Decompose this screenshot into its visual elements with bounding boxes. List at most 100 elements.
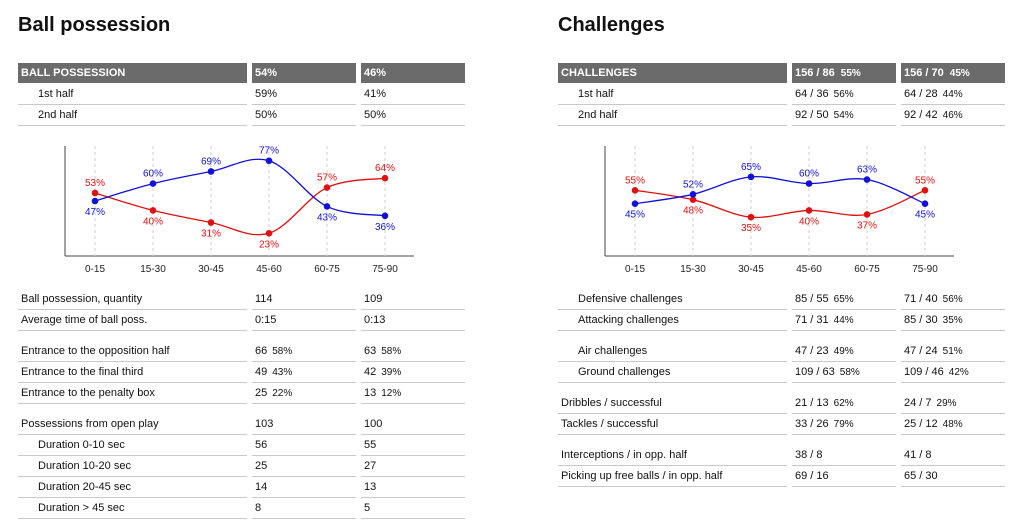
table-row: Tackles / successful 33 / 26 79% 25 / 12 48% <box>0 414 1024 435</box>
team2-value-text: 0:13 <box>364 314 386 326</box>
row-label-text: Defensive challenges <box>578 293 683 305</box>
table-row: 1st half 59% 41% <box>0 84 1024 105</box>
team2-pct: 39% <box>381 367 402 378</box>
data-label: 40% <box>799 216 819 227</box>
x-tick-label: 60-75 <box>854 264 880 275</box>
team1-value-text: 33 / 26 <box>795 418 829 430</box>
data-label: 69% <box>201 156 221 167</box>
team1-value: 8 <box>252 498 356 519</box>
team1-value: 114 <box>252 289 356 310</box>
team2-value-text: 27 <box>364 460 377 472</box>
row-label-text: Entrance to the penalty box <box>21 387 155 399</box>
row-label: Ground challenges <box>558 362 787 383</box>
team2-pct: 51% <box>942 346 963 357</box>
team2-value-text: 92 / 42 <box>904 109 938 121</box>
row-label-text: 1st half <box>38 88 74 100</box>
row-label: Duration 0-10 sec <box>18 435 247 456</box>
ball-possession-team2-total: 46% <box>361 63 465 83</box>
row-label-text: Average time of ball poss. <box>21 314 148 326</box>
data-label: 64% <box>375 163 395 174</box>
team2-value-text: 71 / 40 <box>904 293 938 305</box>
team1-pct: 43% <box>272 367 293 378</box>
data-label: 36% <box>375 222 395 233</box>
data-label: 47% <box>85 207 105 218</box>
team2-value-text: 55 <box>364 439 377 451</box>
data-point <box>323 184 331 191</box>
team1-value: 49 43% <box>252 362 356 383</box>
data-point <box>689 191 697 198</box>
team1-pct: 44% <box>833 315 854 326</box>
row-label: 2nd half <box>18 105 247 126</box>
data-point <box>381 212 389 220</box>
data-label: 40% <box>143 216 163 227</box>
team2-value-text: 41% <box>364 88 387 100</box>
team1-value: 47 / 23 49% <box>792 341 896 362</box>
row-label: Average time of ball poss. <box>18 310 247 331</box>
table-row: Duration 20-45 sec 14 13 <box>0 477 1024 498</box>
data-label: 55% <box>915 175 935 186</box>
team2-value: 25 / 12 48% <box>901 414 1005 435</box>
team2-value-text: 47 / 24 <box>904 345 938 357</box>
team2-value: 50% <box>361 105 465 126</box>
data-label: 45% <box>915 210 935 221</box>
ball-possession-header-label: BALL POSSESSION <box>18 63 247 83</box>
row-label-text: Duration > 45 sec <box>38 502 125 514</box>
ball-possession-title: Ball possession <box>18 14 171 36</box>
challenges-team1-total: 156 / 86 55% <box>792 63 896 83</box>
data-point <box>631 186 639 194</box>
team1-value-text: 64 / 36 <box>795 88 829 100</box>
team2-pct: 48% <box>942 419 963 430</box>
team2-value: 41 / 8 <box>901 445 1005 466</box>
row-label: Duration 20-45 sec <box>18 477 247 498</box>
team2-pct: 42% <box>948 367 969 378</box>
series-line-0 <box>94 177 386 236</box>
team1-value: 66 58% <box>252 341 356 362</box>
team2-value-text: 13 <box>364 481 377 493</box>
team2-value: 0:13 <box>361 310 465 331</box>
team1-pct: 54% <box>833 110 854 121</box>
team1-pct: 79% <box>833 419 854 430</box>
team2-value: 47 / 24 51% <box>901 341 1005 362</box>
row-label: Entrance to the opposition half <box>18 341 247 362</box>
table-row: 1st half 64 / 36 56% 64 / 28 44% <box>0 84 1024 105</box>
team1-value-text: 66 <box>255 345 268 357</box>
row-label-text: Attacking challenges <box>578 314 679 326</box>
data-point <box>921 200 929 208</box>
team1-value: 38 / 8 <box>792 445 896 466</box>
data-label: 77% <box>259 146 279 157</box>
team1-value: 109 / 63 58% <box>792 362 896 383</box>
row-label: Dribbles / successful <box>558 393 787 414</box>
row-label-text: Picking up free balls / in opp. half <box>561 470 723 482</box>
team1-pct: 22% <box>272 388 293 399</box>
table-row: Average time of ball poss. 0:15 0:13 <box>0 310 1024 331</box>
team1-value: 103 <box>252 414 356 435</box>
x-tick-label: 45-60 <box>256 264 282 275</box>
x-tick-label: 45-60 <box>796 264 822 275</box>
team2-value-text: 25 / 12 <box>904 418 938 430</box>
team2-value-text: 109 <box>364 293 383 305</box>
data-point <box>805 180 813 187</box>
table-row: Interceptions / in opp. half 38 / 8 41 / 8 <box>0 445 1024 466</box>
team2-value-text: 63 <box>364 345 377 357</box>
data-label: 23% <box>259 239 279 250</box>
team2-value: 55 <box>361 435 465 456</box>
row-label-text: Dribbles / successful <box>561 397 662 409</box>
team2-value: 13 <box>361 477 465 498</box>
team1-pct: 49% <box>833 346 854 357</box>
team2-value: 24 / 7 29% <box>901 393 1005 414</box>
team2-value-text: 109 / 46 <box>904 366 944 378</box>
table-row: Duration 10-20 sec 25 27 <box>0 456 1024 477</box>
team2-value-text: 100 <box>364 418 383 430</box>
data-label: 55% <box>625 175 645 186</box>
data-label: 57% <box>317 173 337 184</box>
team2-value: 13 12% <box>361 383 465 404</box>
row-label: Ball possession, quantity <box>18 289 247 310</box>
data-point <box>91 197 99 205</box>
team2-value: 65 / 30 <box>901 466 1005 487</box>
data-point <box>631 200 639 208</box>
data-label: 37% <box>857 220 877 231</box>
row-label-text: Ball possession, quantity <box>21 293 143 305</box>
row-label-text: Interceptions / in opp. half <box>561 449 687 461</box>
row-label: Defensive challenges <box>558 289 787 310</box>
series-line-1 <box>634 175 926 205</box>
